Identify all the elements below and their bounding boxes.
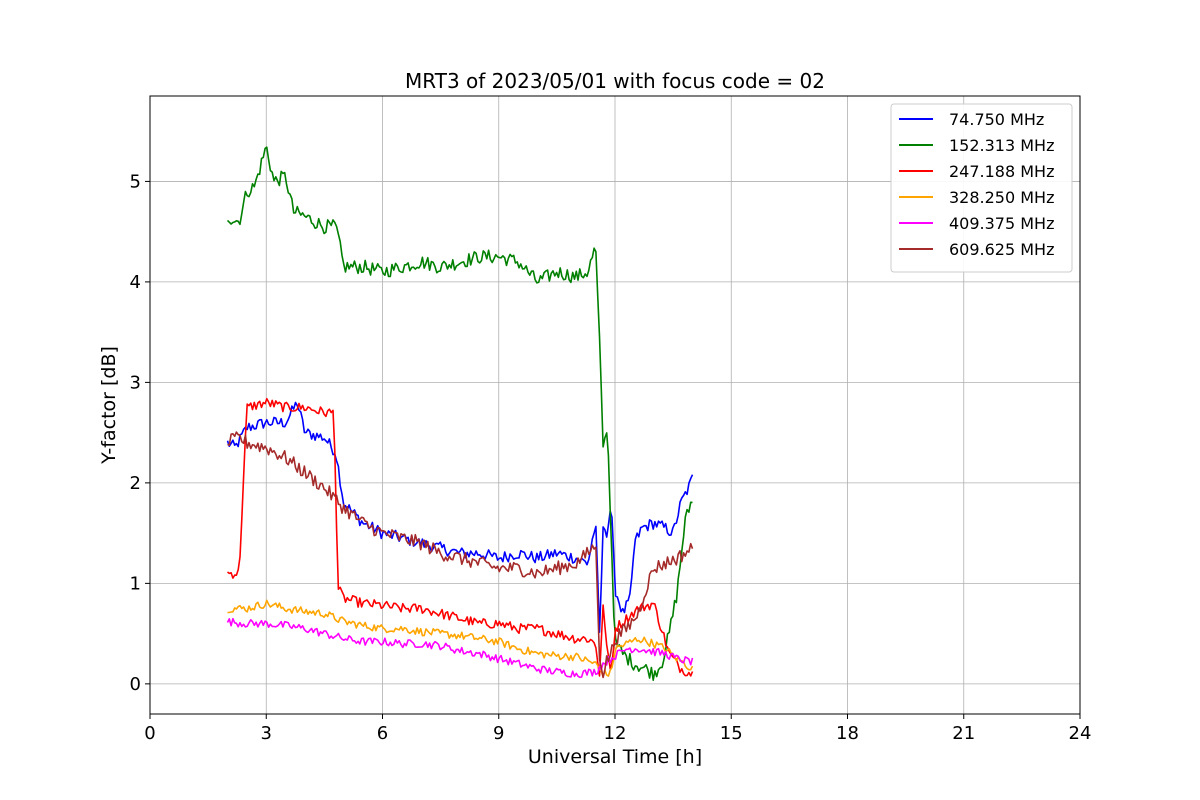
x-tick-label: 6 (377, 723, 388, 744)
x-tick-label: 12 (604, 723, 627, 744)
legend-label: 409.375 MHz (949, 214, 1054, 233)
legend-label: 152.313 MHz (949, 136, 1054, 155)
series-line (226, 401, 694, 633)
x-tick-label: 21 (952, 723, 975, 744)
x-tick-label: 3 (261, 723, 272, 744)
legend: 74.750 MHz 152.313 MHz 247.188 MHz 328.250 … (890, 103, 1073, 273)
legend-box (890, 103, 1073, 273)
y-axis-label: Y-factor [dB] (98, 346, 120, 465)
y-tick-label: 2 (130, 473, 141, 494)
y-tick-label: 3 (130, 372, 141, 393)
y-tick-label: 1 (130, 573, 141, 594)
legend-label: 328.250 MHz (949, 188, 1054, 207)
x-tick-label: 15 (720, 723, 743, 744)
series-line (226, 617, 694, 679)
chart-title: MRT3 of 2023/05/01 with focus code = 02 (405, 69, 825, 93)
x-tick-label: 0 (144, 723, 155, 744)
legend-label: 74.750 MHz (949, 110, 1044, 129)
y-tick-label: 5 (130, 171, 141, 192)
series-layer (226, 146, 694, 681)
x-tick-label: 9 (493, 723, 504, 744)
series-line (227, 397, 694, 677)
y-tick-label: 0 (130, 674, 141, 695)
x-axis-label: Universal Time [h] (528, 746, 702, 768)
series-line (227, 599, 694, 678)
x-tick-label: 18 (836, 723, 859, 744)
y-tick-label: 4 (130, 272, 141, 293)
legend-label: 247.188 MHz (949, 162, 1054, 181)
series-line (227, 431, 694, 679)
x-tick-label: 24 (1069, 723, 1092, 744)
legend-label: 609.625 MHz (949, 240, 1054, 259)
